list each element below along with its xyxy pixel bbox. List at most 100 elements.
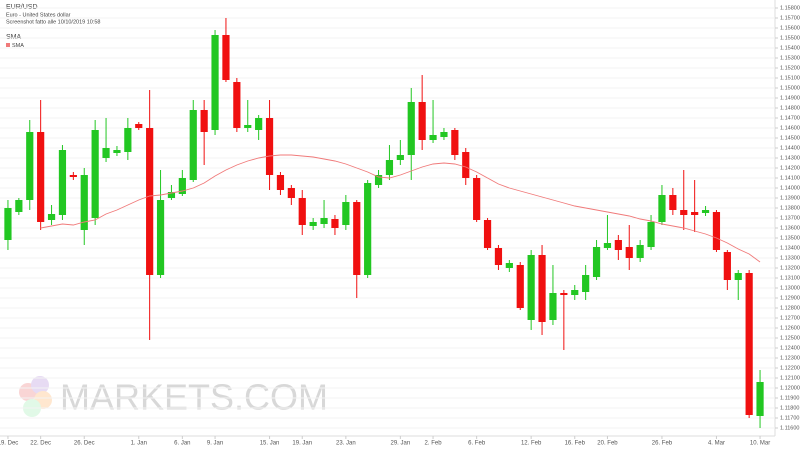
y-tick-label: 1.14100 bbox=[780, 175, 800, 181]
candle-body bbox=[135, 124, 143, 128]
candle-body bbox=[647, 222, 655, 247]
candle-body bbox=[69, 175, 77, 177]
y-tick-label: 1.13200 bbox=[780, 265, 800, 271]
note: Screenshot fatto alle 10/10/2019 10:58 bbox=[6, 19, 101, 25]
candle-body bbox=[669, 195, 677, 210]
candle-body bbox=[156, 200, 165, 275]
candle-body bbox=[309, 222, 317, 226]
x-tick-label: 16. Feb bbox=[565, 441, 586, 447]
y-tick-label: 1.14900 bbox=[780, 95, 800, 101]
candle-body bbox=[320, 218, 328, 224]
candle-body bbox=[440, 132, 448, 137]
y-tick-label: 1.11800 bbox=[780, 405, 799, 411]
x-tick-label: 26. Dec bbox=[74, 441, 95, 447]
candle-body bbox=[462, 152, 470, 178]
y-tick-label: 1.12100 bbox=[780, 375, 800, 381]
candle-body bbox=[429, 135, 437, 140]
candle-body bbox=[80, 175, 88, 230]
candle-body bbox=[483, 220, 492, 248]
y-tick-label: 1.13600 bbox=[780, 225, 800, 231]
y-tick-label: 1.15200 bbox=[780, 65, 800, 71]
legend-label: SMA bbox=[12, 43, 24, 49]
y-tick-label: 1.14400 bbox=[780, 145, 800, 151]
candle-body bbox=[494, 248, 503, 265]
candle-body bbox=[331, 219, 339, 228]
x-tick-label: 4. Mar bbox=[708, 441, 725, 447]
sma-line bbox=[40, 154, 761, 263]
subtitle: Euro - United States dollar bbox=[6, 12, 71, 18]
x-tick-label: 9. Jan bbox=[207, 441, 223, 447]
candle-body bbox=[538, 255, 546, 322]
candle-body bbox=[701, 210, 710, 213]
candle-body bbox=[276, 175, 285, 190]
candle-body bbox=[342, 202, 350, 225]
candle-body bbox=[222, 35, 230, 80]
candle-body bbox=[505, 263, 513, 268]
chart-title: EUR/USD bbox=[6, 4, 38, 11]
candle-body bbox=[658, 195, 666, 222]
candle-body bbox=[47, 214, 56, 220]
x-tick-label: 2. Feb bbox=[425, 441, 443, 447]
y-tick-label: 1.13300 bbox=[780, 255, 800, 261]
candle-body bbox=[625, 247, 633, 258]
y-tick-label: 1.15000 bbox=[780, 85, 800, 91]
candle-body bbox=[756, 382, 764, 416]
candle-body bbox=[385, 160, 394, 175]
y-tick-label: 1.14700 bbox=[780, 115, 800, 121]
y-tick-label: 1.12900 bbox=[780, 295, 800, 301]
candle-body bbox=[418, 102, 426, 140]
x-tick-label: 6. Jan bbox=[174, 441, 190, 447]
x-tick-label: 23. Jan bbox=[336, 441, 356, 447]
y-tick-label: 1.13900 bbox=[780, 195, 800, 201]
candle-body bbox=[124, 128, 132, 152]
y-tick-label: 1.15800 bbox=[780, 5, 800, 11]
x-tick-label: 6. Feb bbox=[468, 441, 486, 447]
candle-body bbox=[265, 118, 274, 175]
y-tick-label: 1.13100 bbox=[780, 275, 800, 281]
y-tick-label: 1.15700 bbox=[780, 15, 800, 21]
candle-body bbox=[691, 212, 699, 215]
candle-body bbox=[102, 148, 110, 158]
y-tick-label: 1.12700 bbox=[780, 315, 800, 321]
candle-body bbox=[298, 198, 306, 225]
x-tick-label: 1. Jan bbox=[131, 441, 147, 447]
candle-body bbox=[614, 240, 622, 250]
y-tick-label: 1.14800 bbox=[780, 105, 800, 111]
y-tick-label: 1.13800 bbox=[780, 205, 800, 211]
y-tick-label: 1.15600 bbox=[780, 25, 800, 31]
y-tick-label: 1.14500 bbox=[780, 135, 800, 141]
candle-body bbox=[723, 252, 731, 280]
candle-body bbox=[167, 192, 176, 198]
plot: 1.11600 1.11700 1.11800 1.11900 1.12000 1.121… bbox=[0, 5, 800, 447]
y-tick-label: 1.15300 bbox=[780, 55, 800, 61]
candle-body bbox=[473, 178, 481, 220]
candle-body bbox=[364, 183, 372, 275]
candle-body bbox=[527, 255, 535, 320]
candle-body bbox=[4, 208, 12, 240]
x-tick-label: 19. Jan bbox=[292, 441, 312, 447]
candle-body bbox=[244, 125, 252, 128]
y-tick-label: 1.11900 bbox=[780, 395, 799, 401]
candle-body bbox=[712, 212, 721, 250]
candle-body bbox=[26, 132, 34, 200]
watermark: MARKETS.COM bbox=[60, 377, 328, 418]
y-tick-label: 1.13700 bbox=[780, 215, 800, 221]
candle-body bbox=[374, 175, 383, 185]
y-tick-label: 1.12500 bbox=[780, 335, 800, 341]
y-tick-label: 1.12800 bbox=[780, 305, 800, 311]
y-tick-label: 1.12300 bbox=[780, 355, 800, 361]
y-tick-label: 1.13400 bbox=[780, 245, 800, 251]
y-tick-label: 1.14300 bbox=[780, 155, 800, 161]
y-tick-label: 1.13500 bbox=[780, 235, 800, 241]
watermark-logo bbox=[19, 376, 52, 417]
candle-body bbox=[549, 293, 557, 320]
candle-body bbox=[592, 247, 601, 277]
candle-body bbox=[680, 210, 688, 215]
x-tick-label: 29. Jan bbox=[391, 441, 411, 447]
candle-body bbox=[178, 178, 186, 194]
candle-body bbox=[200, 110, 208, 132]
x-tick-label: 22. Dec bbox=[30, 441, 51, 447]
y-tick-label: 1.12000 bbox=[780, 385, 800, 391]
y-tick-label: 1.12200 bbox=[780, 365, 800, 371]
